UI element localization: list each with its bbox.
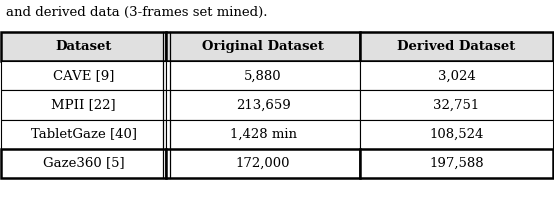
Text: and derived data (3-frames set mined).: and derived data (3-frames set mined). [6, 6, 267, 19]
